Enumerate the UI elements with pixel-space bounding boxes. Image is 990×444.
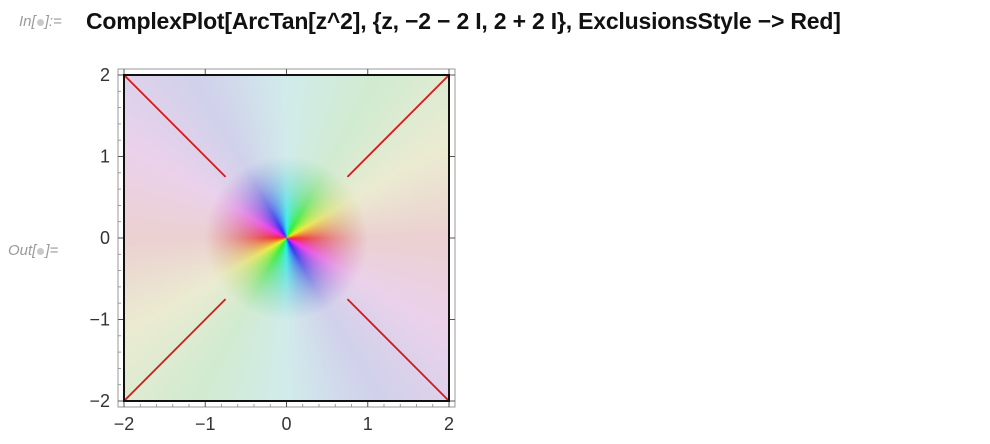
x-tick-label: −2 (114, 414, 135, 434)
plot-frame (123, 74, 450, 402)
output-cell-label: Out[ ]= (8, 242, 58, 259)
y-tick-label: −2 (89, 391, 110, 411)
exclusion-line-2 (346, 74, 450, 178)
output-label-prefix: Out[ (8, 242, 37, 259)
exclusion-line-4 (346, 298, 450, 402)
cell-number-dot-icon (37, 247, 45, 255)
y-tick-label: 1 (100, 147, 110, 167)
axis-ticks: −2 −1 0 1 2 2 1 0 −1 −2 (89, 65, 455, 434)
input-label-suffix: ]:= (44, 13, 62, 30)
x-tick-label: 0 (281, 414, 291, 434)
output-label-suffix: ]= (45, 242, 59, 259)
y-tick-label: 0 (100, 228, 110, 248)
x-tick-label: 1 (363, 414, 373, 434)
input-cell-label: In[ ]:= (19, 13, 62, 30)
y-tick-label: 2 (100, 65, 110, 85)
x-tick-label: −1 (195, 414, 216, 434)
y-tick-label: −1 (89, 310, 110, 330)
exclusion-lines (123, 74, 450, 402)
x-tick-label: 2 (444, 414, 454, 434)
cell-number-dot-icon (36, 18, 44, 26)
input-code-line[interactable]: ComplexPlot[ArcTan[z^2], {z, −2 − 2 I, 2… (86, 8, 841, 34)
input-label-prefix: In[ (19, 13, 36, 30)
exclusion-line-1 (123, 74, 227, 178)
exclusion-line-3 (123, 298, 227, 402)
